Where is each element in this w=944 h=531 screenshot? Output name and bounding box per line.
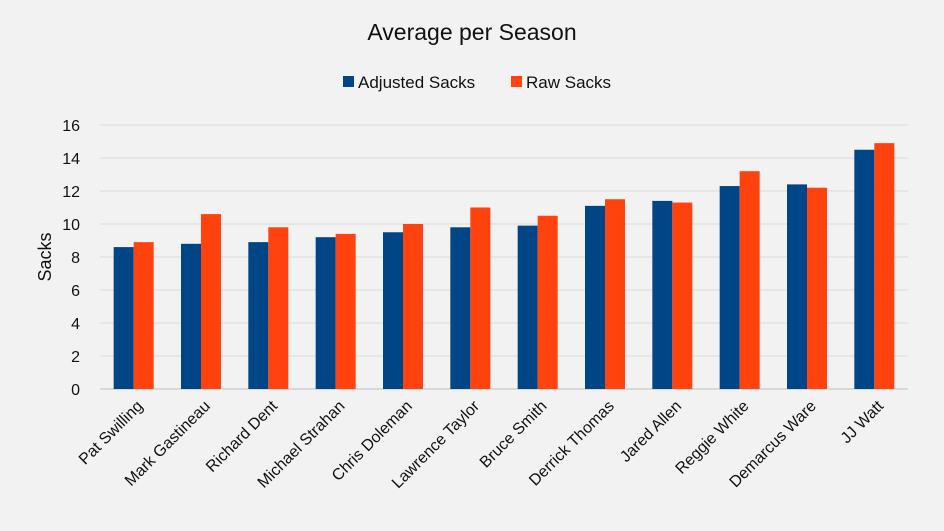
- y-tick-label: 2: [71, 349, 80, 366]
- y-tick-label: 8: [71, 250, 80, 267]
- bar-raw-6: [537, 215, 558, 389]
- chart-title: Average per Season: [367, 19, 576, 45]
- bar-adjusted-6: [517, 225, 538, 389]
- legend: Adjusted Sacks Raw Sacks: [343, 73, 611, 92]
- bar-raw-2: [268, 227, 289, 389]
- legend-swatch: [343, 76, 354, 87]
- bar-adjusted-3: [315, 237, 336, 389]
- y-tick-label: 0: [71, 382, 80, 399]
- bar-raw-8: [672, 202, 693, 389]
- bar-adjusted-0: [113, 247, 134, 389]
- bar-raw-1: [201, 214, 221, 389]
- bar-adjusted-10: [787, 184, 807, 389]
- y-tick-label: 4: [71, 316, 80, 333]
- bar-raw-0: [133, 242, 154, 389]
- bar-raw-10: [807, 187, 827, 389]
- bar-raw-5: [470, 207, 491, 389]
- y-tick-label: 10: [62, 217, 80, 234]
- bar-adjusted-8: [652, 200, 673, 389]
- y-axis-ticks: 0 2 4 6 8 10 12 14 16: [62, 118, 80, 399]
- legend-label: Raw Sacks: [526, 73, 611, 92]
- legend-label: Adjusted Sacks: [358, 73, 475, 92]
- x-category-label: Jared Allen: [617, 398, 685, 466]
- y-tick-label: 6: [71, 283, 80, 300]
- bar-adjusted-9: [719, 186, 740, 389]
- y-tick-label: 12: [62, 184, 80, 201]
- gridlines: [100, 124, 908, 390]
- y-axis-label: Sacks: [35, 232, 55, 281]
- bars: [113, 143, 895, 389]
- bar-raw-7: [605, 199, 625, 389]
- x-category-label: Bruce Smith: [477, 398, 551, 472]
- x-category-label: JJ Watt: [838, 397, 888, 447]
- bar-raw-3: [335, 233, 356, 389]
- bar-adjusted-11: [854, 149, 875, 389]
- bar-adjusted-5: [450, 227, 471, 389]
- bar-adjusted-2: [248, 242, 269, 389]
- bar-raw-9: [739, 171, 760, 389]
- x-category-label: Pat Swilling: [76, 398, 147, 469]
- bar-adjusted-4: [383, 232, 403, 389]
- legend-swatch: [511, 76, 522, 87]
- y-tick-label: 16: [62, 118, 80, 135]
- bar-adjusted-1: [181, 243, 201, 389]
- bar-raw-4: [403, 224, 423, 389]
- bar-adjusted-7: [585, 205, 605, 389]
- bar-raw-11: [874, 143, 895, 389]
- y-tick-label: 14: [62, 151, 80, 168]
